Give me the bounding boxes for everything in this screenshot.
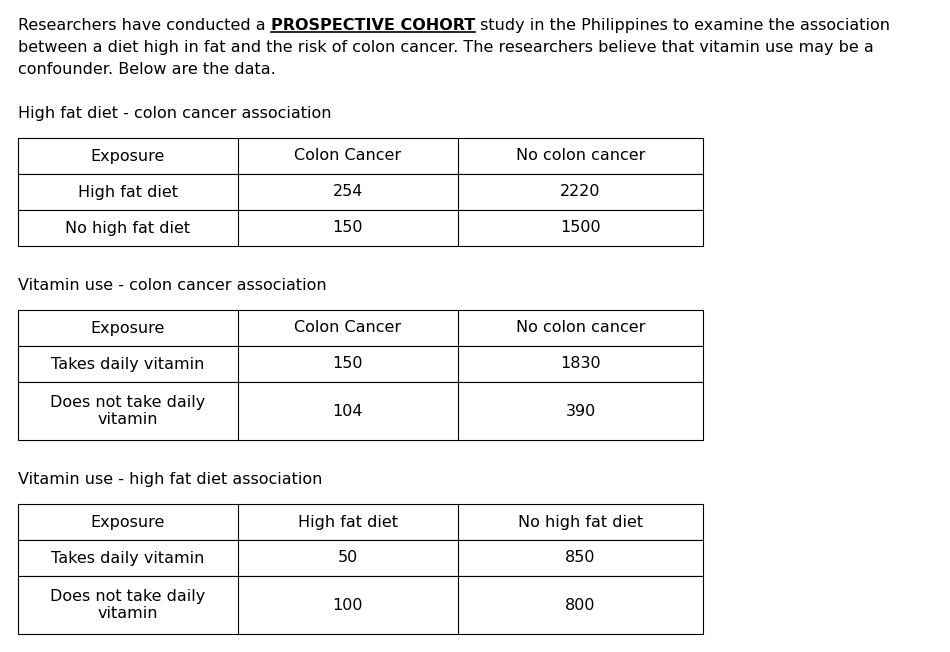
Text: study in the Philippines to examine the association: study in the Philippines to examine the … <box>475 18 890 33</box>
Text: High fat diet: High fat diet <box>78 185 178 200</box>
Text: 50: 50 <box>338 550 358 565</box>
Text: confounder. Below are the data.: confounder. Below are the data. <box>18 62 276 77</box>
Text: No high fat diet: No high fat diet <box>518 514 643 529</box>
Bar <box>18 138 703 174</box>
Text: Colon Cancer: Colon Cancer <box>294 149 402 164</box>
Text: 800: 800 <box>565 597 596 612</box>
Bar <box>18 210 703 246</box>
Text: 390: 390 <box>565 404 596 419</box>
Text: Exposure: Exposure <box>91 321 165 336</box>
Text: PROSPECTIVE COHORT: PROSPECTIVE COHORT <box>271 18 475 33</box>
Text: 1830: 1830 <box>560 357 600 372</box>
Text: No colon cancer: No colon cancer <box>516 149 645 164</box>
Text: 104: 104 <box>332 404 363 419</box>
Bar <box>18 310 703 346</box>
Bar <box>18 382 703 440</box>
Text: 100: 100 <box>332 597 363 612</box>
Text: between a diet high in fat and the risk of colon cancer. The researchers believe: between a diet high in fat and the risk … <box>18 40 874 55</box>
Text: Exposure: Exposure <box>91 514 165 529</box>
Text: No colon cancer: No colon cancer <box>516 321 645 336</box>
Bar <box>18 540 703 576</box>
Bar <box>18 504 703 540</box>
Text: Takes daily vitamin: Takes daily vitamin <box>51 550 204 565</box>
Text: High fat diet - colon cancer association: High fat diet - colon cancer association <box>18 106 332 121</box>
Text: 150: 150 <box>332 220 363 235</box>
Text: Vitamin use - colon cancer association: Vitamin use - colon cancer association <box>18 278 327 293</box>
Text: Researchers have conducted a: Researchers have conducted a <box>18 18 271 33</box>
Bar <box>18 174 703 210</box>
Text: Exposure: Exposure <box>91 149 165 164</box>
Text: 254: 254 <box>332 185 363 200</box>
Text: 150: 150 <box>332 357 363 372</box>
Text: Vitamin use - high fat diet association: Vitamin use - high fat diet association <box>18 472 322 487</box>
Text: No high fat diet: No high fat diet <box>66 220 191 235</box>
Text: 850: 850 <box>565 550 596 565</box>
Text: High fat diet: High fat diet <box>298 514 398 529</box>
Text: Does not take daily
vitamin: Does not take daily vitamin <box>50 589 205 621</box>
Bar <box>18 576 703 634</box>
Text: 2220: 2220 <box>560 185 600 200</box>
Bar <box>18 346 703 382</box>
Text: Does not take daily
vitamin: Does not take daily vitamin <box>50 395 205 427</box>
Text: Colon Cancer: Colon Cancer <box>294 321 402 336</box>
Text: Takes daily vitamin: Takes daily vitamin <box>51 357 204 372</box>
Text: 1500: 1500 <box>560 220 600 235</box>
